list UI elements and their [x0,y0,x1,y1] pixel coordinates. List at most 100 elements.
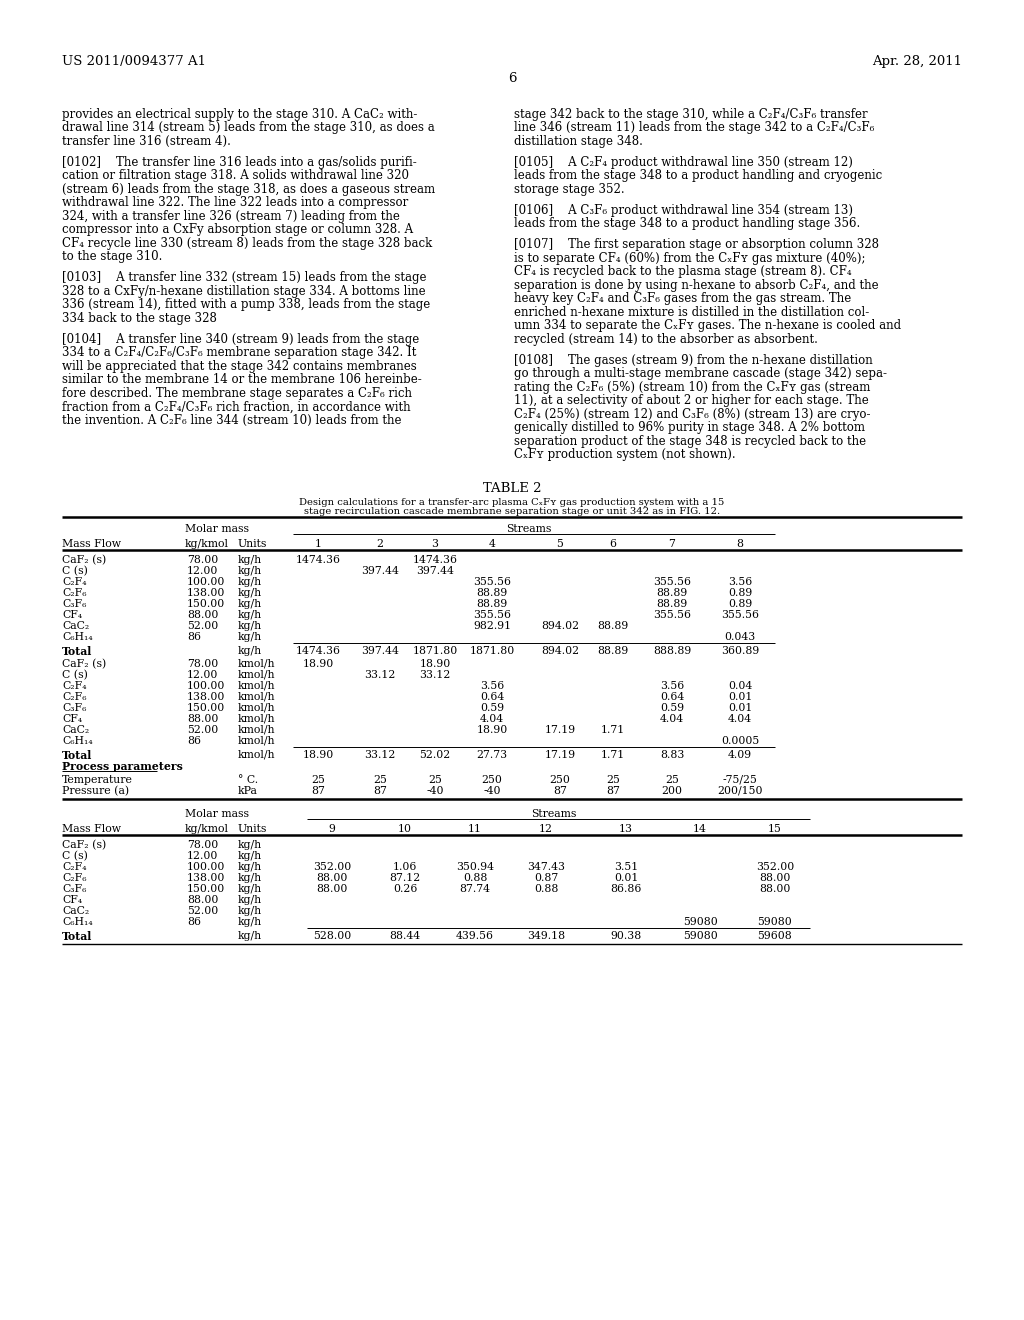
Text: CaC₂: CaC₂ [62,725,89,735]
Text: 3: 3 [431,539,438,549]
Text: 52.00: 52.00 [187,620,218,631]
Text: 59080: 59080 [758,916,793,927]
Text: 88.00: 88.00 [316,873,348,883]
Text: 100.00: 100.00 [187,577,225,586]
Text: Design calculations for a transfer-arc plasma CₓFʏ gas production system with a : Design calculations for a transfer-arc p… [299,498,725,507]
Text: 397.44: 397.44 [361,566,399,576]
Text: 6: 6 [508,73,516,84]
Text: 100.00: 100.00 [187,681,225,690]
Text: 1.71: 1.71 [601,725,625,735]
Text: 0.89: 0.89 [728,599,752,609]
Text: 88.89: 88.89 [476,587,508,598]
Text: kmol/h: kmol/h [238,669,275,680]
Text: 88.00: 88.00 [316,883,348,894]
Text: 52.00: 52.00 [187,906,218,916]
Text: Temperature: Temperature [62,775,133,784]
Text: 17.19: 17.19 [545,725,575,735]
Text: kg/h: kg/h [238,906,262,916]
Text: 1871.80: 1871.80 [469,645,515,656]
Text: 11), at a selectivity of about 2 or higher for each stage. The: 11), at a selectivity of about 2 or high… [514,395,868,407]
Text: 88.00: 88.00 [187,610,218,619]
Text: C₆H₁₄: C₆H₁₄ [62,916,92,927]
Text: 86: 86 [187,632,201,642]
Text: 88.89: 88.89 [597,645,629,656]
Text: rating the C₂F₆ (5%) (stream 10) from the CₓFʏ gas (stream: rating the C₂F₆ (5%) (stream 10) from th… [514,380,870,393]
Text: kg/h: kg/h [238,599,262,609]
Text: Molar mass: Molar mass [185,524,249,533]
Text: [0103]    A transfer line 332 (stream 15) leads from the stage: [0103] A transfer line 332 (stream 15) l… [62,272,427,284]
Text: Apr. 28, 2011: Apr. 28, 2011 [872,55,962,69]
Text: 439.56: 439.56 [456,931,494,941]
Text: C₂F₄: C₂F₄ [62,577,86,586]
Text: kmol/h: kmol/h [238,714,275,723]
Text: 25: 25 [606,775,620,784]
Text: to the stage 310.: to the stage 310. [62,251,163,264]
Text: 0.88: 0.88 [463,873,487,883]
Text: 0.26: 0.26 [393,883,417,894]
Text: 33.12: 33.12 [365,669,395,680]
Text: ° C.: ° C. [238,775,258,784]
Text: -40: -40 [483,785,501,796]
Text: CF₄: CF₄ [62,714,82,723]
Text: Mass Flow: Mass Flow [62,824,121,834]
Text: fraction from a C₂F₄/C₃F₆ rich fraction, in accordance with: fraction from a C₂F₄/C₃F₆ rich fraction,… [62,400,411,413]
Text: recycled (stream 14) to the absorber as absorbent.: recycled (stream 14) to the absorber as … [514,333,818,346]
Text: 78.00: 78.00 [187,554,218,565]
Text: withdrawal line 322. The line 322 leads into a compressor: withdrawal line 322. The line 322 leads … [62,197,409,210]
Text: kg/h: kg/h [238,620,262,631]
Text: 25: 25 [665,775,679,784]
Text: the invention. A C₂F₆ line 344 (stream 10) leads from the: the invention. A C₂F₆ line 344 (stream 1… [62,413,401,426]
Text: 87.74: 87.74 [460,883,490,894]
Text: stage 342 back to the stage 310, while a C₂F₄/C₃F₆ transfer: stage 342 back to the stage 310, while a… [514,108,867,121]
Text: 1871.80: 1871.80 [413,645,458,656]
Text: 0.01: 0.01 [728,692,753,702]
Text: 10: 10 [398,824,412,834]
Text: Total: Total [62,750,92,760]
Text: CaC₂: CaC₂ [62,620,89,631]
Text: 397.44: 397.44 [416,566,454,576]
Text: 350.94: 350.94 [456,862,494,871]
Text: 0.01: 0.01 [728,702,753,713]
Text: CaF₂ (s): CaF₂ (s) [62,840,106,850]
Text: kg/h: kg/h [238,883,262,894]
Text: genically distilled to 96% purity in stage 348. A 2% bottom: genically distilled to 96% purity in sta… [514,421,865,434]
Text: kg/h: kg/h [238,862,262,871]
Text: Pressure (a): Pressure (a) [62,785,129,796]
Text: kg/kmol: kg/kmol [185,824,229,834]
Text: C₆H₁₄: C₆H₁₄ [62,632,92,642]
Text: leads from the stage 348 to a product handling and cryogenic: leads from the stage 348 to a product ha… [514,169,883,182]
Text: 150.00: 150.00 [187,599,225,609]
Text: 4.04: 4.04 [659,714,684,723]
Text: 18.90: 18.90 [302,750,334,760]
Text: 200: 200 [662,785,683,796]
Text: 18.90: 18.90 [302,659,334,669]
Text: 88.89: 88.89 [597,620,629,631]
Text: kg/h: kg/h [238,895,262,904]
Text: 894.02: 894.02 [541,645,579,656]
Text: kmol/h: kmol/h [238,681,275,690]
Text: kg/h: kg/h [238,577,262,586]
Text: kg/h: kg/h [238,566,262,576]
Text: 90.38: 90.38 [610,931,642,941]
Text: 6: 6 [609,539,616,549]
Text: storage stage 352.: storage stage 352. [514,183,625,195]
Text: [0108]    The gases (stream 9) from the n-hexane distillation: [0108] The gases (stream 9) from the n-h… [514,354,872,367]
Text: CaC₂: CaC₂ [62,906,89,916]
Text: Units: Units [238,539,267,549]
Text: 0.59: 0.59 [480,702,504,713]
Text: 8.83: 8.83 [659,750,684,760]
Text: C₃F₆: C₃F₆ [62,702,86,713]
Text: 3.56: 3.56 [659,681,684,690]
Text: CF₄: CF₄ [62,895,82,904]
Text: 0.04: 0.04 [728,681,752,690]
Text: 2: 2 [377,539,384,549]
Text: 324, with a transfer line 326 (stream 7) leading from the: 324, with a transfer line 326 (stream 7)… [62,210,400,223]
Text: kmol/h: kmol/h [238,692,275,702]
Text: 1: 1 [314,539,322,549]
Text: go through a multi-stage membrane cascade (stage 342) sepa-: go through a multi-stage membrane cascad… [514,367,887,380]
Text: kg/h: kg/h [238,554,262,565]
Text: kmol/h: kmol/h [238,750,275,760]
Text: C₃F₆: C₃F₆ [62,599,86,609]
Text: kmol/h: kmol/h [238,702,275,713]
Text: 33.12: 33.12 [419,669,451,680]
